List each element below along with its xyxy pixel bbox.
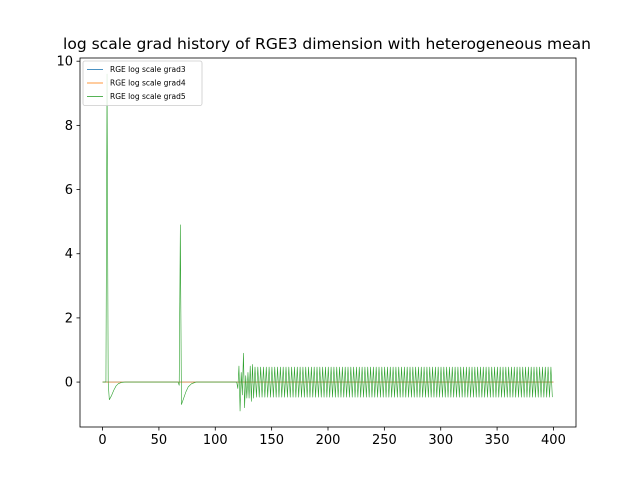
x-tick-label: 200 bbox=[316, 433, 341, 448]
plot-area bbox=[102, 73, 554, 412]
legend: RGE log scale grad3 RGE log scale grad4 RG… bbox=[82, 60, 203, 106]
x-tick-label: 350 bbox=[485, 433, 510, 448]
legend-box bbox=[82, 60, 203, 106]
y-tick-label: 2 bbox=[65, 311, 73, 326]
chart-title: log scale grad history of RGE3 dimension… bbox=[63, 35, 591, 53]
y-tick-label: 4 bbox=[65, 247, 73, 262]
y-tick-label: 10 bbox=[56, 55, 73, 70]
y-tick-label: 0 bbox=[65, 376, 73, 391]
axes: 0 50 100 150 200 250 300 350 400 0 2 4 6 8 10 bbox=[56, 55, 577, 448]
x-tick-label: 300 bbox=[428, 433, 453, 448]
x-tick-label: 50 bbox=[151, 433, 168, 448]
x-tick-label: 250 bbox=[372, 433, 397, 448]
y-tick-label: 6 bbox=[65, 183, 73, 198]
x-tick-label: 100 bbox=[203, 433, 228, 448]
legend-label: RGE log scale grad4 bbox=[110, 79, 186, 88]
x-tick-label: 150 bbox=[259, 433, 284, 448]
x-tick-label: 0 bbox=[98, 433, 106, 448]
x-tick-label: 400 bbox=[541, 433, 566, 448]
legend-label: RGE log scale grad5 bbox=[110, 92, 186, 101]
series-line-3 bbox=[102, 73, 553, 412]
y-tick-label: 8 bbox=[65, 119, 73, 134]
legend-label: RGE log scale grad3 bbox=[110, 65, 186, 74]
